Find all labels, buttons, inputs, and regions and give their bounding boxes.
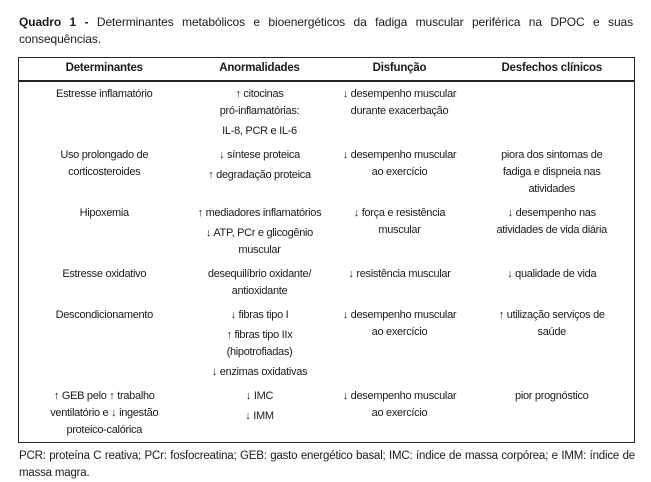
determinante-text: Hipoxemia — [79, 206, 130, 219]
caption-text: Determinantes metabólicos e bioenergétic… — [19, 15, 634, 46]
cell-anormalidades: ↓ IMC ↓ IMM — [190, 384, 330, 443]
anormalidade-item: ↑ citocinas pró-inflamatórias: — [219, 87, 300, 117]
desfechos-text: piora dos sintomas de fadiga e dispneia … — [501, 148, 603, 195]
anormalidade-item: ↓ fibras tipo I — [230, 308, 289, 321]
cell-disfuncao: ↓ resistência muscular — [330, 262, 470, 303]
cell-disfuncao: ↓ força e resistência muscular — [330, 201, 470, 262]
desfechos-text: ↑ utilização serviços de saúde — [498, 308, 605, 338]
cell-desfechos: pior prognóstico — [470, 384, 635, 443]
caption-label: Quadro 1 - — [19, 15, 89, 29]
table-row: ↑ GEB pelo ↑ trabalho ventilatório e ↓ i… — [19, 384, 635, 443]
col-header-disfuncao: Disfunção — [329, 57, 470, 82]
anormalidade-item: ↑ fibras tipo IIx (hipotrofiadas) — [226, 328, 293, 358]
anormalidade-item: ↓ síntese proteica — [219, 148, 300, 161]
cell-determinante: Uso prolongado de corticosteroides — [19, 143, 190, 201]
disfuncao-text: ↓ desempenho muscular ao exercício — [342, 389, 457, 419]
anormalidade-item: ↓ IMM — [245, 409, 274, 422]
table-row: Estresse inflamatório ↑ citocinas pró-in… — [19, 81, 635, 143]
anormalidade-item: ↓ enzimas oxidativas — [211, 365, 308, 378]
cell-desfechos: piora dos sintomas de fadiga e dispneia … — [470, 143, 635, 201]
anormalidade-item: ↑ degradação proteica — [208, 168, 311, 181]
disfuncao-text: ↓ resistência muscular — [348, 267, 451, 280]
desfechos-text: ↓ qualidade de vida — [507, 267, 597, 280]
cell-disfuncao: ↓ desempenho muscular ao exercício — [330, 384, 470, 443]
cell-determinante: Estresse inflamatório — [19, 81, 190, 143]
cell-determinante: Estresse oxidativo — [19, 262, 190, 303]
cell-disfuncao: ↓ desempenho muscular durante exacerbaçã… — [330, 81, 470, 143]
cell-determinante: Descondicionamento — [19, 303, 190, 384]
determinante-text: Descondicionamento — [55, 308, 154, 321]
cell-anormalidades: ↓ fibras tipo I ↑ fibras tipo IIx (hipot… — [190, 303, 330, 384]
determinante-text: ↑ GEB pelo ↑ trabalho ventilatório e ↓ i… — [50, 389, 159, 436]
disfuncao-text: ↓ força e resistência muscular — [353, 206, 446, 236]
disfuncao-text: ↓ desempenho muscular ao exercício — [342, 308, 457, 338]
quadro-table: Determinantes Anormalidades Disfunção De… — [18, 57, 635, 443]
col-header-anormalidades: Anormalidades — [189, 57, 330, 82]
table-row: Descondicionamento ↓ fibras tipo I ↑ fib… — [19, 303, 635, 384]
anormalidade-item: ↑ mediadores inflamatórios — [197, 206, 322, 219]
anormalidade-item: desequilíbrio oxidante/ antioxidante — [207, 267, 312, 297]
determinante-text: Estresse inflamatório — [56, 87, 153, 100]
cell-anormalidades: ↓ síntese proteica ↑ degradação proteica — [190, 143, 330, 201]
table-row: Estresse oxidativo desequilíbrio oxidant… — [19, 262, 635, 303]
cell-determinante: Hipoxemia — [19, 201, 190, 262]
anormalidade-item: ↓ ATP, PCr e glicogênio muscular — [205, 226, 314, 256]
table-header-row: Determinantes Anormalidades Disfunção De… — [18, 57, 635, 82]
disfuncao-text: ↓ desempenho muscular ao exercício — [342, 148, 457, 178]
cell-determinante: ↑ GEB pelo ↑ trabalho ventilatório e ↓ i… — [19, 384, 190, 443]
cell-desfechos: ↓ desempenho nas atividades de vida diár… — [470, 201, 635, 262]
cell-anormalidades: ↑ mediadores inflamatórios ↓ ATP, PCr e … — [190, 201, 330, 262]
disfuncao-text: ↓ desempenho muscular durante exacerbaçã… — [342, 87, 457, 117]
determinante-text: Estresse oxidativo — [62, 267, 147, 280]
footnote: PCR: proteína C reativa; PCr: fosfocreat… — [19, 449, 635, 479]
determinante-text: Uso prolongado de corticosteroides — [60, 148, 149, 178]
desfechos-text: pior prognóstico — [515, 389, 589, 402]
anormalidade-item: ↓ IMC — [245, 389, 274, 402]
table-row: Uso prolongado de corticosteroides ↓ sín… — [19, 143, 635, 201]
cell-anormalidades: ↑ citocinas pró-inflamatórias: IL-8, PCR… — [190, 81, 330, 143]
col-header-determinantes: Determinantes — [18, 57, 190, 82]
table-row: Hipoxemia ↑ mediadores inflamatórios ↓ A… — [19, 201, 635, 262]
cell-disfuncao: ↓ desempenho muscular ao exercício — [330, 143, 470, 201]
cell-desfechos — [470, 81, 635, 143]
cell-anormalidades: desequilíbrio oxidante/ antioxidante — [190, 262, 330, 303]
col-header-desfechos: Desfechos clínicos — [469, 57, 635, 82]
cell-desfechos: ↓ qualidade de vida — [470, 262, 635, 303]
table-caption: Quadro 1 - Determinantes metabólicos e b… — [19, 14, 633, 48]
desfechos-text: ↓ desempenho nas atividades de vida diár… — [496, 206, 608, 236]
cell-desfechos: ↑ utilização serviços de saúde — [470, 303, 635, 384]
anormalidade-item: IL-8, PCR e IL-6 — [222, 124, 297, 137]
cell-disfuncao: ↓ desempenho muscular ao exercício — [330, 303, 470, 384]
